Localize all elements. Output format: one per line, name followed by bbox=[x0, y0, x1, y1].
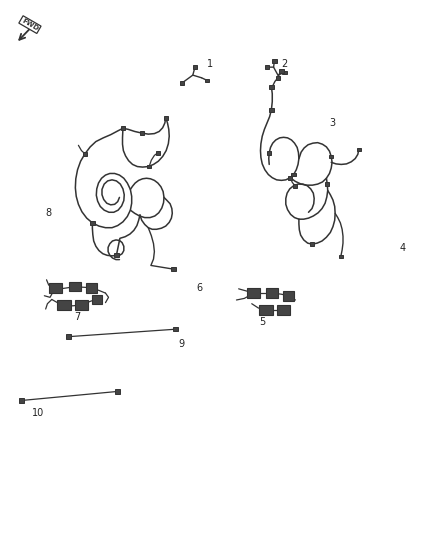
Bar bbox=[247, 288, 261, 298]
Bar bbox=[269, 85, 274, 88]
Bar bbox=[171, 267, 176, 271]
Bar bbox=[205, 78, 209, 82]
Bar bbox=[193, 65, 197, 69]
Bar bbox=[121, 126, 125, 130]
Text: 10: 10 bbox=[32, 408, 44, 418]
Bar bbox=[90, 221, 95, 225]
Bar bbox=[83, 152, 87, 156]
Bar bbox=[19, 398, 24, 403]
Text: 4: 4 bbox=[399, 243, 406, 253]
Text: 7: 7 bbox=[74, 312, 80, 322]
Bar bbox=[279, 69, 284, 72]
Bar bbox=[325, 182, 329, 186]
Bar bbox=[293, 184, 297, 188]
Bar bbox=[140, 131, 144, 135]
Bar bbox=[155, 151, 160, 155]
Text: FWD: FWD bbox=[21, 18, 39, 32]
Bar bbox=[288, 176, 292, 180]
Bar bbox=[75, 300, 88, 310]
Bar bbox=[173, 327, 178, 332]
Bar bbox=[259, 305, 273, 316]
Bar bbox=[310, 243, 314, 246]
Bar bbox=[114, 254, 119, 257]
Text: 6: 6 bbox=[196, 283, 202, 293]
Text: 5: 5 bbox=[260, 317, 266, 327]
Text: 1: 1 bbox=[207, 60, 213, 69]
Bar bbox=[283, 70, 287, 74]
Bar bbox=[277, 305, 290, 316]
Text: 9: 9 bbox=[179, 338, 185, 349]
Bar bbox=[269, 108, 274, 111]
Bar bbox=[329, 155, 333, 158]
Text: 8: 8 bbox=[46, 208, 52, 219]
Bar bbox=[283, 291, 294, 301]
Bar bbox=[92, 295, 102, 304]
Bar bbox=[276, 76, 280, 79]
Bar bbox=[49, 283, 62, 293]
Bar bbox=[57, 300, 71, 310]
Bar bbox=[267, 151, 272, 155]
Bar bbox=[291, 173, 296, 176]
Text: 2: 2 bbox=[281, 60, 288, 69]
Bar bbox=[357, 148, 361, 151]
Bar bbox=[85, 283, 96, 293]
Bar bbox=[180, 81, 184, 85]
Bar bbox=[66, 334, 71, 339]
Text: 3: 3 bbox=[329, 118, 336, 128]
Bar bbox=[272, 59, 277, 62]
Bar bbox=[69, 282, 81, 292]
Bar bbox=[163, 116, 168, 119]
Bar bbox=[147, 165, 151, 168]
Bar bbox=[115, 389, 120, 394]
Bar bbox=[339, 255, 343, 259]
Bar bbox=[265, 65, 269, 69]
Bar bbox=[266, 288, 279, 298]
